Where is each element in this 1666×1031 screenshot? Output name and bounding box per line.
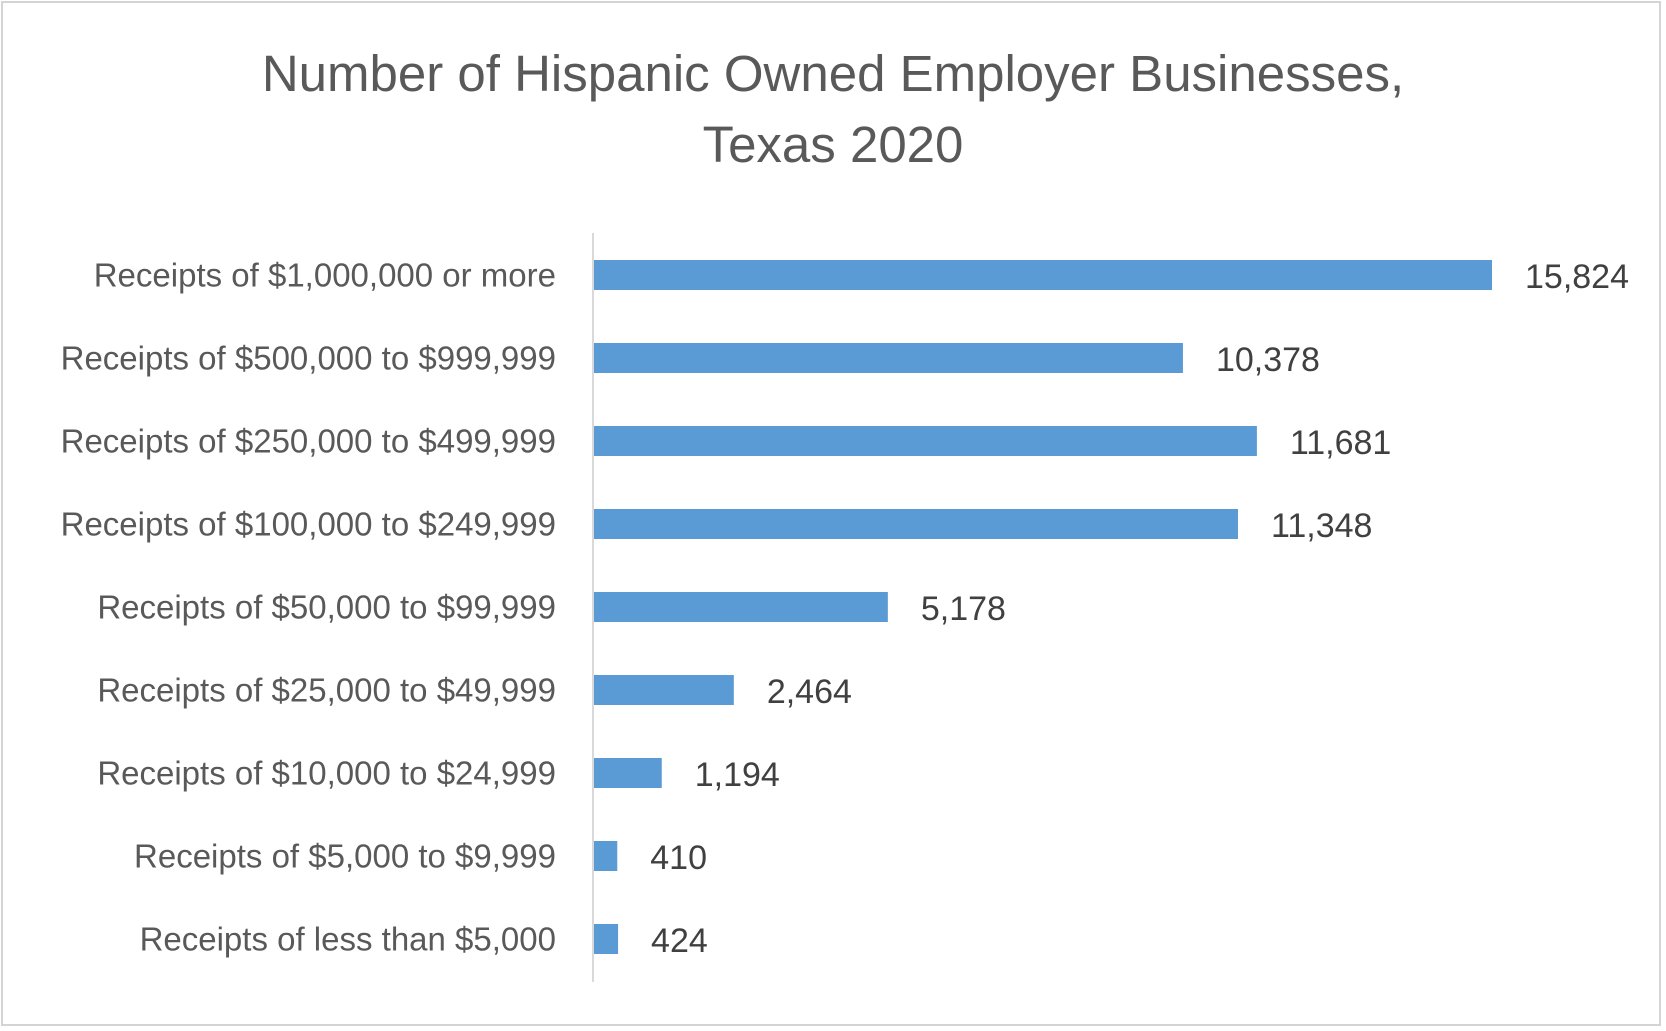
data-label: 1,194: [695, 756, 780, 794]
bar: [594, 675, 734, 705]
data-label: 11,681: [1290, 424, 1391, 462]
data-label: 2,464: [767, 673, 852, 711]
category-label: Receipts of $50,000 to $99,999: [97, 589, 556, 626]
data-label: 15,824: [1525, 258, 1629, 296]
bar: [594, 758, 662, 788]
category-label: Receipts of $1,000,000 or more: [94, 257, 556, 294]
bar: [594, 592, 888, 622]
data-label: 5,178: [921, 590, 1006, 628]
data-label: 11,348: [1271, 507, 1372, 545]
category-label: Receipts of $250,000 to $499,999: [61, 423, 556, 460]
data-label: 410: [650, 839, 707, 877]
category-label: Receipts of $5,000 to $9,999: [134, 838, 556, 875]
category-label: Receipts of less than $5,000: [140, 921, 556, 958]
bar: [594, 924, 619, 954]
data-label: 10,378: [1216, 341, 1320, 379]
chart-title: Number of Hispanic Owned Employer Busine…: [0, 38, 1666, 180]
bar: [594, 841, 618, 871]
chart-title-line-2: Texas 2020: [702, 116, 964, 173]
category-label: Receipts of $25,000 to $49,999: [97, 672, 556, 709]
data-label: 424: [651, 922, 708, 960]
bar: [594, 343, 1183, 373]
chart-title-line-1: Number of Hispanic Owned Employer Busine…: [261, 45, 1405, 102]
category-label: Receipts of $10,000 to $24,999: [97, 755, 556, 792]
bar: [594, 260, 1492, 290]
category-label: Receipts of $500,000 to $999,999: [61, 340, 556, 377]
bar: [594, 426, 1257, 456]
bar-series: Receipts of $1,000,000 or more 15,824 Rece…: [61, 257, 1629, 961]
bar: [594, 509, 1238, 539]
category-label: Receipts of $100,000 to $249,999: [61, 506, 556, 543]
